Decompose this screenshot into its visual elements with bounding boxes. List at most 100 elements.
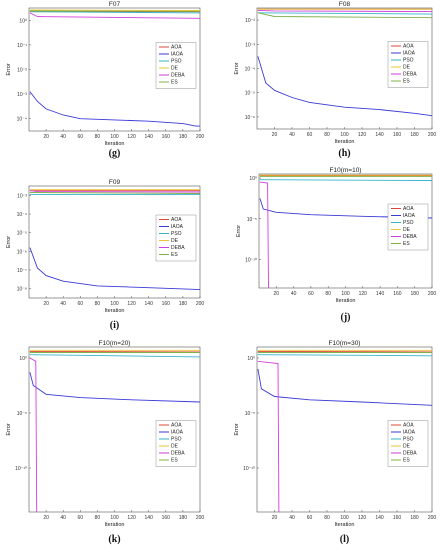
- legend-label-iaoa: IAOA: [171, 52, 184, 58]
- x-tick-label: 160: [393, 515, 402, 521]
- series-line-deba: [29, 12, 201, 19]
- y-tick-label: 10⁰: [247, 356, 255, 362]
- y-tick-label: 10⁻⁴: [17, 212, 27, 218]
- x-axis-label: Iteration: [105, 308, 125, 314]
- x-tick-label: 140: [145, 515, 154, 521]
- x-tick-label: 200: [196, 301, 205, 307]
- x-tick-label: 40: [289, 132, 295, 138]
- legend-label-de: DE: [403, 444, 411, 450]
- x-tick-label: 20: [272, 515, 278, 521]
- legend-label-pso: PSO: [171, 59, 182, 65]
- y-tick-label: 10⁻⁸: [17, 287, 27, 293]
- panel-caption: (g): [109, 148, 121, 159]
- y-tick-label: 10⁻⁵: [17, 411, 27, 417]
- x-tick-label: 80: [95, 134, 101, 140]
- series-line-deba: [259, 181, 269, 289]
- legend-label-pso: PSO: [403, 437, 414, 443]
- legend-label-es: ES: [403, 79, 410, 85]
- x-tick-label: 80: [324, 515, 330, 521]
- x-tick-label: 160: [162, 515, 171, 521]
- x-tick-label: 180: [179, 134, 188, 140]
- series-line-aoa: [29, 350, 201, 353]
- x-tick-label: 160: [393, 291, 402, 297]
- series-line-es: [257, 12, 433, 19]
- legend-label-es: ES: [171, 80, 178, 86]
- series-line-iaoa: [29, 247, 201, 291]
- legend-label-iaoa: IAOA: [171, 224, 184, 230]
- y-tick-label: 10⁻⁴: [17, 117, 27, 123]
- series-line-iaoa: [257, 368, 433, 406]
- chart-title: F09: [109, 179, 121, 186]
- legend-label-iaoa: IAOA: [403, 213, 416, 219]
- legend-label-aoa: AOA: [171, 217, 182, 223]
- y-tick-label: 10⁻⁶: [245, 115, 255, 121]
- x-tick-label: 140: [145, 301, 154, 307]
- x-tick-label: 20: [43, 301, 49, 307]
- legend-label-deba: DEBA: [171, 451, 185, 457]
- x-tick-label: 200: [196, 515, 205, 521]
- x-tick-label: 40: [60, 134, 66, 140]
- x-tick-label: 160: [162, 134, 171, 140]
- legend-label-de: DE: [171, 238, 179, 244]
- panel-caption: (k): [108, 534, 120, 545]
- x-axis-label: Iteration: [336, 298, 356, 304]
- y-tick-label: 10⁻⁵: [245, 91, 255, 97]
- legend-label-deba: DEBA: [403, 72, 417, 78]
- legend-label-iaoa: IAOA: [171, 430, 184, 436]
- legend-label-aoa: AOA: [403, 206, 414, 212]
- x-tick-label: 20: [43, 515, 49, 521]
- x-tick-label: 120: [358, 515, 367, 521]
- x-tick-label: 80: [324, 132, 330, 138]
- legend-label-deba: DEBA: [171, 245, 185, 251]
- chart-title: F10(m=20): [99, 340, 131, 347]
- y-axis-label: Error: [234, 423, 240, 435]
- chart-panel-2: F08 20 40 60 80 100 120 140 160 180 200 10⁻² 10⁻³ 10⁻…: [234, 1, 436, 159]
- x-tick-label: 60: [307, 132, 313, 138]
- chart-panel-5: F10(m=20) 20 40 60 80 100 120 140 160 180 200 10⁰ 10…: [6, 340, 204, 545]
- x-tick-label: 100: [340, 515, 349, 521]
- x-tick-label: 100: [110, 134, 119, 140]
- panel-caption: (j): [341, 312, 351, 323]
- x-tick-label: 40: [60, 301, 66, 307]
- series-line-iaoa: [257, 56, 433, 117]
- series-line-deba: [257, 360, 280, 513]
- y-tick-label: 10⁻²: [17, 68, 27, 74]
- x-tick-label: 40: [291, 291, 297, 297]
- x-tick-label: 80: [95, 515, 101, 521]
- y-tick-label: 10⁰: [249, 176, 257, 182]
- series-line-de: [29, 9, 201, 11]
- series-line-es: [29, 192, 201, 194]
- y-tick-label: 10⁻³: [17, 92, 27, 98]
- x-tick-label: 140: [376, 291, 385, 297]
- legend-label-de: DE: [403, 227, 411, 233]
- legend-label-es: ES: [171, 252, 178, 258]
- chart-title: F07: [109, 1, 121, 8]
- x-tick-label: 140: [375, 515, 384, 521]
- x-tick-label: 160: [162, 301, 171, 307]
- y-axis-label: Error: [6, 423, 12, 435]
- x-tick-label: 80: [325, 291, 331, 297]
- chart-panel-4: F10(m=10) 20 40 60 80 100 120 140 160 180 200 10⁰ 10…: [236, 167, 436, 323]
- legend-box: [387, 420, 429, 467]
- x-tick-label: 200: [428, 132, 437, 138]
- y-tick-label: 10⁻²: [245, 18, 255, 24]
- x-tick-label: 60: [78, 515, 84, 521]
- series-line-deba: [29, 357, 38, 513]
- x-tick-label: 60: [308, 291, 314, 297]
- legend-label-es: ES: [403, 458, 410, 464]
- x-tick-label: 100: [340, 132, 349, 138]
- x-tick-label: 160: [393, 132, 402, 138]
- x-tick-label: 60: [78, 301, 84, 307]
- legend-label-deba: DEBA: [403, 234, 417, 240]
- series-line-iaoa: [29, 372, 201, 403]
- x-tick-label: 180: [410, 515, 419, 521]
- series-line-pso: [257, 12, 433, 15]
- x-tick-label: 100: [341, 291, 350, 297]
- legend-label-aoa: AOA: [403, 44, 414, 50]
- y-tick-label: 10⁻¹: [17, 43, 27, 49]
- x-tick-label: 40: [289, 515, 295, 521]
